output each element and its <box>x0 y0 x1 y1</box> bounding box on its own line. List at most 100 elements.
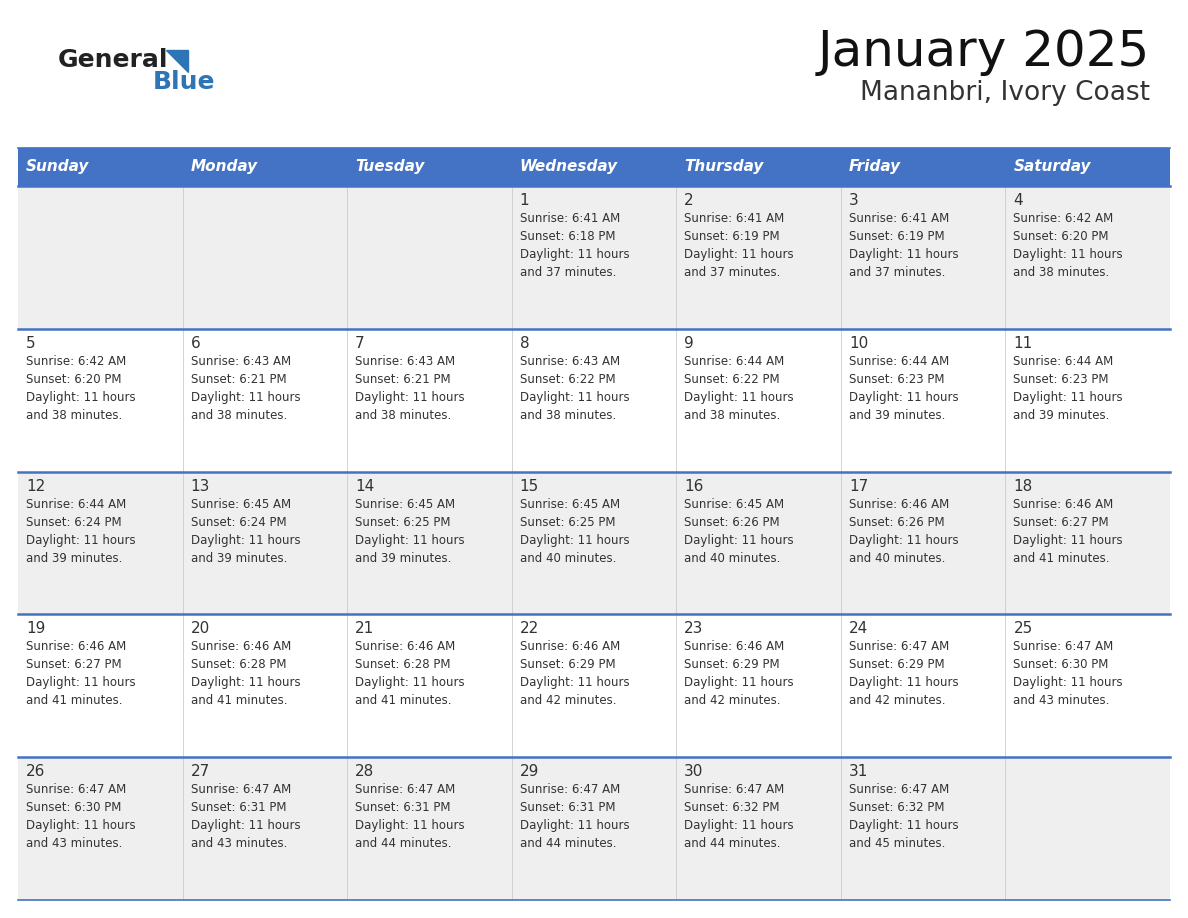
Text: and 39 minutes.: and 39 minutes. <box>190 552 287 565</box>
Text: and 43 minutes.: and 43 minutes. <box>1013 694 1110 708</box>
Text: Saturday: Saturday <box>1013 160 1091 174</box>
Text: and 44 minutes.: and 44 minutes. <box>684 837 781 850</box>
Text: Sunset: 6:26 PM: Sunset: 6:26 PM <box>849 516 944 529</box>
Text: and 43 minutes.: and 43 minutes. <box>190 837 287 850</box>
Text: Sunset: 6:19 PM: Sunset: 6:19 PM <box>849 230 944 243</box>
Text: Sunset: 6:31 PM: Sunset: 6:31 PM <box>190 801 286 814</box>
Text: 26: 26 <box>26 764 45 779</box>
Text: Sunrise: 6:44 AM: Sunrise: 6:44 AM <box>26 498 126 510</box>
Text: Sunrise: 6:46 AM: Sunrise: 6:46 AM <box>519 641 620 654</box>
Text: Daylight: 11 hours: Daylight: 11 hours <box>684 677 794 689</box>
Text: and 40 minutes.: and 40 minutes. <box>519 552 617 565</box>
Text: Sunset: 6:21 PM: Sunset: 6:21 PM <box>190 373 286 386</box>
Text: 6: 6 <box>190 336 201 351</box>
Text: and 44 minutes.: and 44 minutes. <box>519 837 617 850</box>
Text: Sunset: 6:30 PM: Sunset: 6:30 PM <box>26 801 121 814</box>
Text: Sunrise: 6:43 AM: Sunrise: 6:43 AM <box>355 354 455 368</box>
Text: Daylight: 11 hours: Daylight: 11 hours <box>849 677 959 689</box>
Text: 27: 27 <box>190 764 210 779</box>
Text: and 42 minutes.: and 42 minutes. <box>519 694 617 708</box>
Text: 9: 9 <box>684 336 694 351</box>
Bar <box>512 186 676 329</box>
Text: Daylight: 11 hours: Daylight: 11 hours <box>190 819 301 833</box>
Text: Daylight: 11 hours: Daylight: 11 hours <box>849 248 959 261</box>
Text: and 40 minutes.: and 40 minutes. <box>684 552 781 565</box>
Text: 20: 20 <box>190 621 210 636</box>
Bar <box>841 757 1005 900</box>
Text: Daylight: 11 hours: Daylight: 11 hours <box>684 533 794 546</box>
Bar <box>676 472 841 614</box>
Text: Sunset: 6:26 PM: Sunset: 6:26 PM <box>684 516 779 529</box>
Text: Sunset: 6:21 PM: Sunset: 6:21 PM <box>355 373 450 386</box>
Text: 5: 5 <box>26 336 36 351</box>
Bar <box>841 614 1005 757</box>
Text: 2: 2 <box>684 193 694 208</box>
Text: Sunrise: 6:46 AM: Sunrise: 6:46 AM <box>849 498 949 510</box>
Text: and 39 minutes.: and 39 minutes. <box>1013 409 1110 421</box>
Text: Daylight: 11 hours: Daylight: 11 hours <box>519 248 630 261</box>
Text: 8: 8 <box>519 336 530 351</box>
Text: Sunrise: 6:43 AM: Sunrise: 6:43 AM <box>190 354 291 368</box>
Text: and 38 minutes.: and 38 minutes. <box>1013 266 1110 279</box>
Text: and 38 minutes.: and 38 minutes. <box>355 409 451 421</box>
Text: 24: 24 <box>849 621 868 636</box>
Text: Daylight: 11 hours: Daylight: 11 hours <box>190 677 301 689</box>
Bar <box>347 472 512 614</box>
Bar <box>347 186 512 329</box>
Text: Daylight: 11 hours: Daylight: 11 hours <box>519 391 630 404</box>
Text: and 41 minutes.: and 41 minutes. <box>26 694 122 708</box>
Text: Friday: Friday <box>849 160 901 174</box>
Text: and 39 minutes.: and 39 minutes. <box>355 552 451 565</box>
Bar <box>18 186 183 329</box>
Text: Sunset: 6:30 PM: Sunset: 6:30 PM <box>1013 658 1108 671</box>
Bar <box>183 329 347 472</box>
Text: Sunset: 6:25 PM: Sunset: 6:25 PM <box>355 516 450 529</box>
Text: Daylight: 11 hours: Daylight: 11 hours <box>1013 533 1123 546</box>
Text: Daylight: 11 hours: Daylight: 11 hours <box>355 677 465 689</box>
Bar <box>18 472 183 614</box>
Text: Sunset: 6:29 PM: Sunset: 6:29 PM <box>849 658 944 671</box>
Text: Daylight: 11 hours: Daylight: 11 hours <box>849 391 959 404</box>
Text: Daylight: 11 hours: Daylight: 11 hours <box>26 677 135 689</box>
Bar <box>183 472 347 614</box>
Text: Sunrise: 6:41 AM: Sunrise: 6:41 AM <box>684 212 784 225</box>
Text: Sunrise: 6:42 AM: Sunrise: 6:42 AM <box>1013 212 1113 225</box>
Text: 25: 25 <box>1013 621 1032 636</box>
Text: 13: 13 <box>190 478 210 494</box>
Text: Sunset: 6:18 PM: Sunset: 6:18 PM <box>519 230 615 243</box>
Text: Sunrise: 6:47 AM: Sunrise: 6:47 AM <box>849 641 949 654</box>
Text: 30: 30 <box>684 764 703 779</box>
Text: 29: 29 <box>519 764 539 779</box>
Bar <box>183 614 347 757</box>
Text: Sunset: 6:23 PM: Sunset: 6:23 PM <box>849 373 944 386</box>
Bar <box>347 757 512 900</box>
Text: Daylight: 11 hours: Daylight: 11 hours <box>26 391 135 404</box>
Text: Sunset: 6:31 PM: Sunset: 6:31 PM <box>519 801 615 814</box>
Text: Sunset: 6:23 PM: Sunset: 6:23 PM <box>1013 373 1108 386</box>
Text: January 2025: January 2025 <box>817 28 1150 76</box>
Text: Blue: Blue <box>153 70 215 94</box>
Bar <box>1005 757 1170 900</box>
Text: Daylight: 11 hours: Daylight: 11 hours <box>684 248 794 261</box>
Bar <box>18 329 183 472</box>
Text: 12: 12 <box>26 478 45 494</box>
Bar <box>18 614 183 757</box>
Text: Sunrise: 6:45 AM: Sunrise: 6:45 AM <box>684 498 784 510</box>
Text: Sunset: 6:29 PM: Sunset: 6:29 PM <box>519 658 615 671</box>
Text: Sunrise: 6:46 AM: Sunrise: 6:46 AM <box>1013 498 1113 510</box>
Text: and 37 minutes.: and 37 minutes. <box>519 266 617 279</box>
Text: Daylight: 11 hours: Daylight: 11 hours <box>1013 677 1123 689</box>
Text: and 44 minutes.: and 44 minutes. <box>355 837 451 850</box>
Text: Daylight: 11 hours: Daylight: 11 hours <box>26 819 135 833</box>
Bar <box>18 757 183 900</box>
Text: 18: 18 <box>1013 478 1032 494</box>
Text: Sunrise: 6:47 AM: Sunrise: 6:47 AM <box>1013 641 1113 654</box>
Text: 28: 28 <box>355 764 374 779</box>
Text: Sunrise: 6:46 AM: Sunrise: 6:46 AM <box>190 641 291 654</box>
Text: and 39 minutes.: and 39 minutes. <box>26 552 122 565</box>
Text: and 45 minutes.: and 45 minutes. <box>849 837 946 850</box>
Text: Daylight: 11 hours: Daylight: 11 hours <box>684 819 794 833</box>
Bar <box>512 329 676 472</box>
Text: Sunrise: 6:41 AM: Sunrise: 6:41 AM <box>849 212 949 225</box>
Text: Sunset: 6:29 PM: Sunset: 6:29 PM <box>684 658 779 671</box>
